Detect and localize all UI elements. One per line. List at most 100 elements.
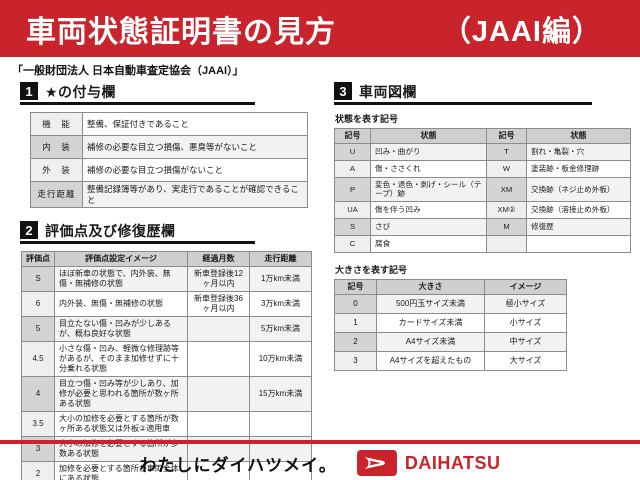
state-cell: 交換跡（ネジ止め外板）: [526, 177, 631, 202]
size-cell: A4サイズを超えたもの: [376, 350, 485, 371]
symbol-cell: UA: [334, 200, 371, 219]
daihatsu-wordmark: DAIHATSU: [404, 452, 501, 473]
section2-title: 評価点及び修復歴欄: [45, 223, 176, 240]
months-cell: [187, 316, 250, 343]
col-header: 経過月数: [187, 251, 250, 268]
col-header: 評価点: [21, 251, 55, 268]
image-cell: 極小サイズ: [484, 293, 567, 314]
months-cell: [187, 411, 250, 438]
state-cell: さび: [370, 217, 487, 236]
col-header: 走行距離: [249, 251, 312, 268]
table-row: 4 目立つ傷・凹み等が少しあり、加修が必要と思われる箇所が数ヶ所ある状態 15万…: [21, 376, 312, 413]
grade-cell: 5: [21, 316, 55, 343]
section3-title: 車両図欄: [359, 84, 417, 100]
symbol-cell: 0: [334, 293, 377, 314]
desc-cell: ほぼ新車の状態で、内外装、無傷・無補修の状態: [54, 266, 188, 293]
table-header-row: 記号 大きさ イメージ: [334, 278, 567, 295]
row-label: 機 能: [30, 112, 83, 136]
table-row: 6 内外装、無傷・無補修の状態 新車登録後36ヶ月以内 3万km未満: [21, 291, 312, 318]
col-header: 記号: [486, 128, 527, 144]
symbol-cell: 2: [334, 331, 377, 352]
daihatsu-tagline: わたしにダイハツメイ。: [139, 455, 337, 475]
state-cell: 修復歴: [526, 217, 631, 236]
section1-number-badge: 1: [20, 82, 38, 100]
footer-divider: [0, 440, 640, 444]
table-row: S さび M 修復歴: [334, 217, 631, 236]
symbol-cell: A: [334, 160, 371, 178]
table-row: 2 加修を必要とする箇所が車両全体にある状態: [21, 461, 312, 480]
symbol-cell: M: [486, 217, 527, 236]
section2-header: 2 評価点及び修復歴欄: [20, 221, 255, 245]
section3-header: 3 車両図欄: [334, 82, 592, 105]
table-row: 1 カードサイズ未満 小サイズ: [334, 312, 567, 333]
state-cell: 割れ・亀裂・穴: [526, 143, 631, 161]
months-cell: 新車登録後12ヶ月以内: [187, 266, 250, 293]
mileage-cell: 10万km未満: [249, 341, 312, 378]
months-cell: [187, 341, 250, 378]
state-cell: 変色・退色・剥げ・シール（テープ）跡: [370, 177, 487, 202]
mileage-cell: 1万km未満: [249, 266, 312, 293]
table-header-row: 記号 状態 記号 状態: [334, 128, 631, 144]
association-subtitle: 「一般財団法人 日本自動車査定協会（JAAI）」: [12, 65, 244, 77]
grade-cell: 3.5: [21, 411, 55, 438]
row-desc: 補修の必要な目立つ損傷がないこと: [82, 158, 308, 182]
table-row: 走行距離 整備記録簿等があり、実走行であることが確認できること: [30, 180, 308, 209]
size-cell: A4サイズ未満: [376, 331, 485, 352]
table-row: 3.5 大小の加修を必要とする箇所が数ヶ所ある状態又は外板②適用車: [21, 411, 312, 438]
months-cell: [187, 461, 250, 480]
section1-title: ★の付与欄: [45, 84, 117, 100]
col-header: 大きさ: [376, 278, 485, 295]
row-desc: 補修の必要な目立つ損傷、悪臭等がないこと: [82, 135, 308, 159]
row-label: 外 装: [30, 158, 83, 182]
row-desc: 整備記録簿等があり、実走行であることが確認できること: [82, 180, 308, 209]
page-title: 車両状態証明書の見方: [26, 15, 336, 49]
symbol-cell: T: [486, 143, 527, 161]
state-cell: 腐食: [370, 234, 487, 253]
symbol-cell: P: [334, 177, 371, 202]
main-columns: 1 ★の付与欄 機 能 整備、保証付きであること 内 装 補修の必要な目立つ損傷…: [0, 80, 640, 480]
table-row: UA 傷を伴う凹み XM② 交換跡（溶接止め外板）: [334, 200, 631, 219]
symbol-cell: [486, 234, 527, 253]
image-cell: 小サイズ: [484, 312, 567, 333]
desc-cell: 小さな傷・凹み、軽微な修理跡等があるが、そのまま加修せずに十分乗れる状態: [54, 341, 188, 378]
section2-number-badge: 2: [20, 221, 38, 240]
months-cell: [187, 376, 250, 413]
symbol-cell: XM②: [486, 200, 527, 219]
grade-cell: S: [21, 266, 55, 293]
table-row: 3 A4サイズを超えたもの 大サイズ: [334, 350, 567, 371]
state-cell: [526, 234, 631, 253]
symbol-cell: 1: [334, 312, 377, 333]
grade-cell: 6: [21, 291, 55, 318]
col-header: イメージ: [484, 278, 567, 295]
mileage-cell: 5万km未満: [249, 316, 312, 343]
image-cell: 中サイズ: [484, 331, 567, 352]
months-cell: 新車登録後36ヶ月以内: [187, 291, 250, 318]
table-row: U 凹み・曲がり T 割れ・亀裂・穴: [334, 143, 631, 161]
daihatsu-logo-icon: [356, 450, 397, 476]
table-row: 5 目立たない傷・凹みが少しあるが、概ね良好な状態 5万km未満: [21, 316, 312, 343]
table-row: A 傷・ささくれ W 塗装跡・板金修理跡: [334, 160, 631, 178]
mileage-cell: [249, 411, 312, 438]
page-title-edition: （JAAI編）: [441, 15, 602, 48]
row-label: 内 装: [30, 135, 83, 159]
col-header: 状態: [526, 128, 631, 144]
desc-cell: 大小の加修を必要とする箇所が数ヶ所ある状態又は外板②適用車: [54, 411, 188, 438]
table-row: P 変色・退色・剥げ・シール（テープ）跡 XM 交換跡（ネジ止め外板）: [334, 177, 631, 202]
symbol-cell: U: [334, 143, 371, 161]
size-cell: 500円玉サイズ未満: [376, 293, 485, 314]
table-row: C 腐食: [334, 234, 631, 253]
row-desc: 整備、保証付きであること: [82, 112, 308, 136]
state-cell: 凹み・曲がり: [370, 143, 487, 161]
grade-cell: 2: [21, 461, 55, 480]
state-table-caption: 状態を表す記号: [335, 114, 399, 124]
state-cell: 傷を伴う凹み: [370, 200, 487, 219]
state-cell: 傷・ささくれ: [370, 160, 487, 178]
desc-cell: 目立たない傷・凹みが少しあるが、概ね良好な状態: [54, 316, 188, 343]
left-column: 1 ★の付与欄 機 能 整備、保証付きであること 内 装 補修の必要な目立つ損傷…: [20, 82, 312, 480]
header-banner: 車両状態証明書の見方 （JAAI編）: [0, 0, 640, 57]
right-column: 3 車両図欄 状態を表す記号 記号 状態 記号 状態 U 凹み・曲がり T 割れ…: [334, 82, 631, 480]
row-label: 走行距離: [30, 180, 83, 209]
grade-cell: 4: [21, 376, 55, 413]
grade-cell: 4.5: [21, 341, 55, 378]
